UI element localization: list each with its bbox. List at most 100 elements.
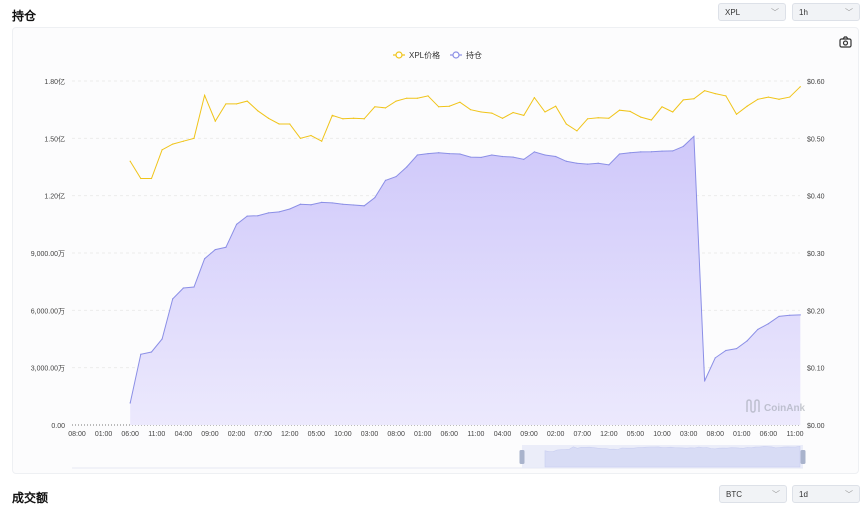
open-interest-point <box>746 340 748 342</box>
symbol-select[interactable]: XPL ﹀ <box>718 3 786 21</box>
price-point <box>363 118 365 120</box>
x-tick-label: 01:00 <box>733 431 751 438</box>
price-point <box>650 119 653 121</box>
legend-item-price[interactable]: XPL价格 <box>393 50 440 60</box>
price-point <box>469 109 472 111</box>
price-point <box>204 94 206 96</box>
open-interest-point <box>374 196 376 199</box>
price-point <box>150 177 153 180</box>
open-interest-point <box>640 151 642 153</box>
open-interest-point <box>480 156 482 159</box>
watermark-text: CoinAnk <box>764 403 806 414</box>
price-point <box>618 109 621 111</box>
price-point <box>565 123 567 125</box>
open-interest-point <box>150 351 153 353</box>
x-tick-label: 01:00 <box>414 431 432 438</box>
legend-marker-icon <box>452 51 460 59</box>
open-interest-point <box>672 150 674 152</box>
open-interest-point <box>193 286 195 288</box>
y-left-tick-label: 9,000.00万 <box>31 250 65 258</box>
open-interest-point <box>469 156 472 158</box>
price-point <box>395 100 397 102</box>
price-point <box>555 105 557 107</box>
open-interest-point <box>586 163 589 165</box>
price-point <box>140 177 142 180</box>
y-left-tick-label: 0.00 <box>51 423 65 430</box>
open-interest-point <box>321 201 323 203</box>
volume-symbol-select[interactable]: BTC ﹀ <box>719 485 787 503</box>
open-interest-point <box>757 328 759 331</box>
open-interest-line <box>129 135 801 404</box>
chevron-down-icon: ﹀ <box>845 489 853 499</box>
x-tick-label: 02:00 <box>547 431 565 438</box>
data-zoom-right-handle[interactable] <box>800 450 806 464</box>
price-point <box>480 111 482 113</box>
legend-marker-icon <box>395 51 403 59</box>
x-tick-label: 03:00 <box>361 431 379 438</box>
open-interest-point <box>682 145 684 147</box>
volume-interval-select[interactable]: 1d ﹀ <box>792 485 860 503</box>
open-interest-point <box>172 298 174 300</box>
x-tick-label: 10:00 <box>653 431 671 438</box>
open-interest-point <box>299 203 301 205</box>
open-interest-point <box>235 223 238 225</box>
price-point <box>523 114 525 116</box>
legend-label-open-interest: 持仓 <box>466 50 482 60</box>
chevron-down-icon: ﹀ <box>772 489 780 499</box>
x-tick-label: 12:00 <box>600 431 618 438</box>
data-zoom-preview <box>544 445 801 468</box>
data-zoom-left-handle[interactable] <box>519 450 525 464</box>
price-point <box>342 118 344 120</box>
open-interest-point <box>597 162 599 164</box>
price-point <box>767 96 770 98</box>
price-point <box>608 117 610 119</box>
open-interest-point <box>448 153 450 155</box>
open-interest-point <box>629 152 631 154</box>
open-interest-point <box>608 164 610 166</box>
x-tick-label: 09:00 <box>520 431 538 438</box>
data-zoom-slider[interactable] <box>72 445 806 469</box>
x-tick-label: 04:00 <box>175 431 193 438</box>
chevron-down-icon: ﹀ <box>771 7 779 17</box>
open-interest-point <box>352 204 355 206</box>
price-point <box>725 95 727 97</box>
open-interest-point <box>523 158 525 160</box>
open-interest-point <box>661 150 663 152</box>
x-tick-label: 11:00 <box>148 431 165 438</box>
price-point <box>257 110 259 112</box>
legend: XPL价格 持仓 <box>393 50 482 60</box>
legend-item-open-interest[interactable]: 持仓 <box>450 50 482 60</box>
price-point <box>182 140 184 142</box>
open-interest-point <box>363 205 365 207</box>
price-point <box>672 111 674 113</box>
open-interest-point <box>342 203 344 205</box>
camera-icon[interactable] <box>839 36 852 48</box>
price-point <box>629 110 631 112</box>
x-tick-label: 12:00 <box>281 431 299 438</box>
open-interest-point <box>182 287 184 289</box>
price-point <box>778 98 780 100</box>
price-point <box>267 117 270 119</box>
price-point <box>512 111 514 114</box>
price-point <box>416 97 418 99</box>
open-interest-point <box>384 179 387 181</box>
open-interest-point <box>533 151 535 153</box>
open-interest-point <box>204 258 206 260</box>
price-point <box>299 137 301 139</box>
price-point <box>693 98 695 100</box>
interval-select-value: 1h <box>799 7 808 17</box>
price-point <box>703 90 706 92</box>
legend-label-price: XPL价格 <box>409 50 440 60</box>
price-point <box>438 106 440 108</box>
interval-select[interactable]: 1h ﹀ <box>792 3 860 21</box>
x-tick-label: 02:00 <box>228 431 246 438</box>
y-left-tick-label: 1.50亿 <box>44 134 65 143</box>
open-interest-point <box>544 154 546 156</box>
open-interest-point <box>267 212 270 214</box>
open-interest-point <box>565 160 567 162</box>
x-tick-label: 06:00 <box>760 431 778 438</box>
price-point <box>789 96 791 98</box>
price-point <box>321 140 323 142</box>
x-tick-label: 01:00 <box>95 431 113 438</box>
price-point <box>661 106 663 108</box>
